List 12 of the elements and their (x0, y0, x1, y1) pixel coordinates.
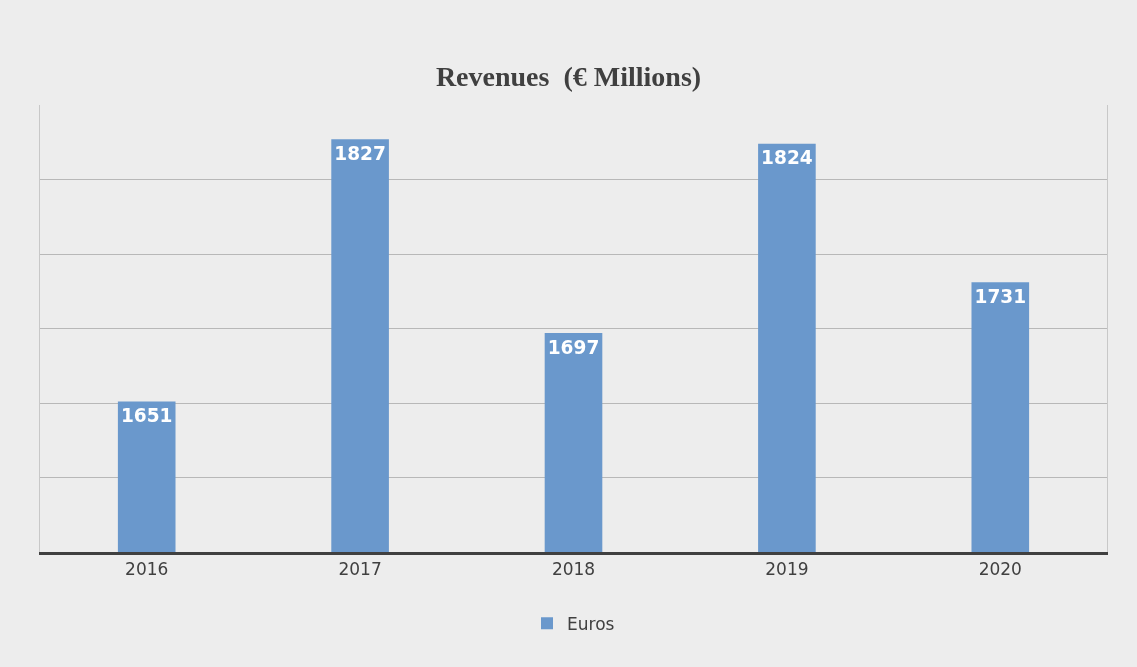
legend-label: Euros (567, 613, 615, 634)
x-tick-label: 2018 (551, 559, 596, 580)
data-label: 1824 (761, 147, 813, 169)
x-tick-label: 2016 (125, 559, 169, 580)
data-label: 1827 (334, 142, 386, 164)
x-tick-label: 2017 (338, 559, 382, 580)
data-label: 1697 (547, 336, 600, 358)
x-tick-label: 2019 (765, 559, 809, 580)
chart-title: Revenues (€ Millions) (435, 61, 702, 93)
data-label: 1651 (120, 405, 173, 427)
x-tick-label: 2020 (978, 559, 1022, 580)
data-label: 1731 (974, 285, 1027, 307)
